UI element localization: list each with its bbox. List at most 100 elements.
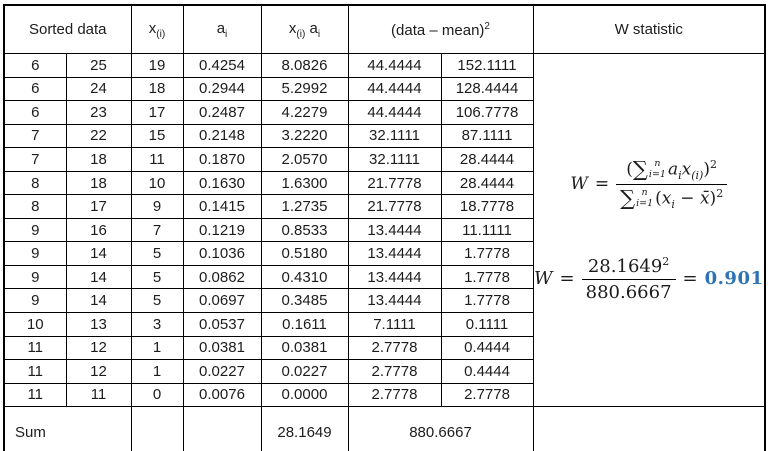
fraction-denominator: 880.6667: [585, 281, 672, 303]
minus-sign: −: [680, 188, 695, 209]
equals-sign: =: [682, 268, 698, 290]
table-cell: 6: [3, 53, 67, 78]
table-cell: 22: [65, 123, 132, 149]
fraction-numerator: (∑ n i=1 aix(i))2: [616, 157, 728, 185]
table-row: 10 13 3 0.0537 0.1611 7.1111 0.1111: [3, 312, 765, 337]
w-statistic-cell: W = (∑ n i=1 aix(i))2 ∑ n i=1 (xi − x̄)2 W = 2…: [532, 52, 766, 408]
table-cell: 0.5180: [260, 241, 349, 266]
x-bar-symbol: x̄: [699, 188, 710, 209]
header-x-i-a-i: x(i) ai: [260, 4, 349, 54]
table-cell: 9: [130, 194, 184, 219]
table-row: 11 11 0 0.0076 0.0000 2.7778 2.7778: [3, 382, 765, 408]
table-cell: 32.1111: [347, 123, 442, 149]
squared-exponent: 2: [709, 157, 717, 171]
x-symbol: x: [661, 188, 672, 209]
table-cell: 14: [65, 241, 132, 266]
a-symbol: a: [667, 159, 679, 180]
table-cell: 19: [130, 53, 184, 78]
table-cell: 1: [130, 359, 184, 384]
header-a-i: ai: [182, 4, 262, 54]
table-cell: 9: [3, 264, 67, 290]
table-cell: 5.2992: [260, 76, 349, 102]
table-cell: 44.4444: [347, 76, 442, 102]
table-cell: 9: [3, 288, 67, 314]
table-cell: 11: [3, 359, 67, 384]
table-cell: 4.2279: [260, 100, 349, 125]
w-symbol: W: [534, 268, 553, 290]
table-cell: 28.4444: [440, 170, 534, 196]
shapiro-wilk-table: Sorted data x(i) ai x(i) ai (data – mean…: [3, 4, 767, 451]
table-cell: 10: [3, 312, 67, 337]
table-cell: 13.4444: [347, 241, 442, 266]
table-row: 9 14 5 0.1036 0.5180 13.4444 1.7778: [3, 241, 765, 266]
table-cell: 0.1219: [182, 217, 262, 243]
table-cell: 0.0227: [260, 359, 349, 384]
table-cell: 0.8533: [260, 217, 349, 243]
table-cell: 7: [3, 123, 67, 149]
table-cell: 0.4254: [182, 53, 262, 78]
table-cell: 3.2220: [260, 123, 349, 149]
table-cell: 3: [130, 312, 184, 337]
table-cell: 0.0381: [182, 335, 262, 361]
table-cell: 44.4444: [347, 53, 442, 78]
table-cell: 18.7778: [440, 194, 534, 219]
table-cell: 13.4444: [347, 288, 442, 314]
table-cell: 23: [65, 100, 132, 125]
table-cell: 12: [65, 359, 132, 384]
x-subscript: i: [671, 197, 675, 211]
table-row: 11 12 1 0.0381 0.0381 2.7778 0.4444: [3, 335, 765, 361]
table-cell: 2.7778: [347, 359, 442, 384]
table-cell: 21.7778: [347, 194, 442, 219]
table-cell: 0.3485: [260, 288, 349, 314]
lparen: (: [655, 188, 662, 209]
table-cell: 14: [65, 264, 132, 290]
table-cell: 18: [65, 147, 132, 172]
table-cell: 14: [65, 288, 132, 314]
table-cell: 13.4444: [347, 217, 442, 243]
table-body: 6 25 19 0.4254 8.0826 44.4444 152.1111 W…: [3, 52, 766, 408]
w-formula-general: W = (∑ n i=1 aix(i))2 ∑ n i=1 (xi − x̄)2: [570, 157, 728, 211]
table-cell: 7: [130, 217, 184, 243]
table-cell: 0.0862: [182, 264, 262, 290]
table-row: 6 23 17 0.2487 4.2279 44.4444 106.7778: [3, 100, 765, 125]
table-cell: 10: [130, 170, 184, 196]
table-cell: 8: [3, 170, 67, 196]
table-row: 9 14 5 0.0862 0.4310 13.4444 1.7778: [3, 264, 765, 290]
table-cell: 11: [130, 147, 184, 172]
table-cell: 13: [65, 312, 132, 337]
sum-upper-limit: n: [654, 157, 661, 169]
sigma-icon: ∑: [632, 157, 648, 182]
table-cell: 7: [3, 147, 67, 172]
table-cell: 106.7778: [440, 100, 534, 125]
sum-x-i-a-i-total: 28.1649: [260, 406, 349, 451]
sum-upper-limit: n: [641, 186, 648, 198]
table-cell: 0.0697: [182, 288, 262, 314]
table-row: 8 17 9 0.1415 1.2735 21.7778 18.7778: [3, 194, 765, 219]
table-cell: 0.1036: [182, 241, 262, 266]
table-cell: 0.2148: [182, 123, 262, 149]
table-cell: 9: [3, 217, 67, 243]
header-x-i: x(i): [130, 4, 184, 54]
numerator-value: 28.1649: [587, 255, 663, 277]
rparen: ): [709, 188, 717, 209]
table-cell: 7.1111: [347, 312, 442, 337]
table-cell: 0.4310: [260, 264, 349, 290]
table-cell: 15: [130, 123, 184, 149]
fraction: (∑ n i=1 aix(i))2 ∑ n i=1 (xi − x̄)2: [616, 157, 728, 211]
sum-squared-deviations-total: 880.6667: [347, 406, 534, 451]
header-w-statistic: W statistic: [532, 4, 766, 54]
table-cell: 0.4444: [440, 359, 534, 384]
w-statistic-formulas: W = (∑ n i=1 aix(i))2 ∑ n i=1 (xi − x̄)2 W = 2…: [534, 55, 764, 406]
header-data-minus-mean-squared: (data – mean)2: [347, 4, 534, 54]
table-cell: 0.0381: [260, 335, 349, 361]
table-cell: 17: [65, 194, 132, 219]
table-cell: 0.0227: [182, 359, 262, 384]
table-cell: 24: [65, 76, 132, 102]
x-subscript: (i): [691, 168, 704, 182]
table-cell: 17: [130, 100, 184, 125]
table-cell: 0.1611: [260, 312, 349, 337]
table-cell: 128.4444: [440, 76, 534, 102]
table-cell: 13.4444: [347, 264, 442, 290]
w-symbol: W: [570, 174, 588, 195]
table-cell: 11: [3, 335, 67, 361]
